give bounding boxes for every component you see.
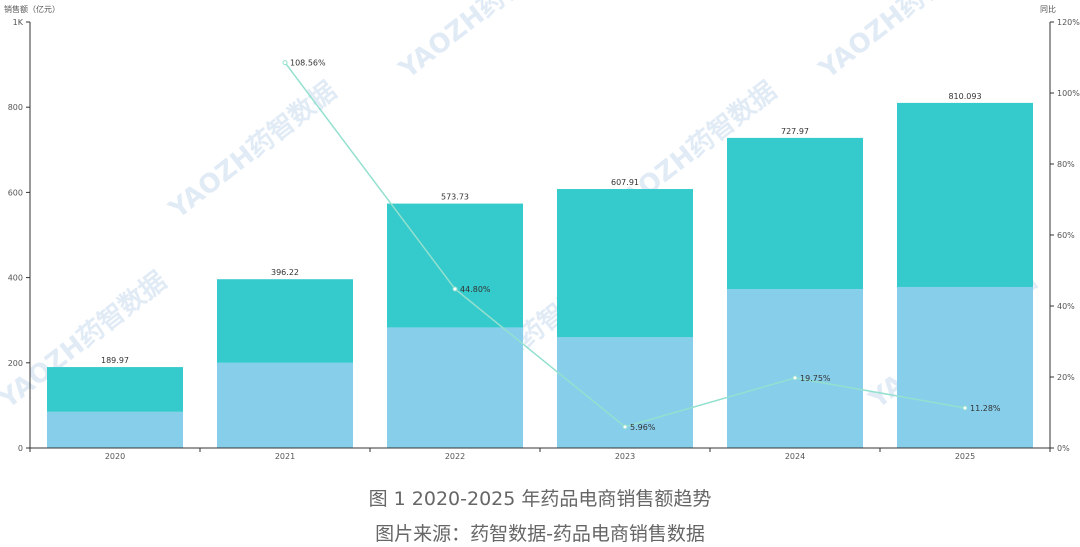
bar-segment	[557, 337, 693, 448]
y-tick-label-right: 20%	[1057, 373, 1075, 382]
yoy-point	[452, 286, 458, 292]
bar-segment	[387, 327, 523, 448]
y-tick-label-right: 40%	[1057, 302, 1075, 311]
bar-segment	[557, 189, 693, 338]
bar-segment	[47, 367, 183, 412]
y-tick-label-left: 600	[8, 188, 23, 197]
figure-source: 图片来源：药智数据-药品电商销售数据	[375, 523, 705, 545]
y-tick-label-left: 800	[8, 103, 23, 112]
x-tick-label: 2021	[275, 452, 295, 461]
bar-total-label: 727.97	[781, 127, 809, 136]
figure-caption: 图 1 2020-2025 年药品电商销售额趋势	[368, 488, 712, 510]
yoy-point	[622, 424, 628, 430]
bar-segment	[47, 411, 183, 448]
x-tick-label: 2020	[105, 452, 125, 461]
y-tick-label-right: 60%	[1057, 231, 1075, 240]
y-tick-label-right: 80%	[1057, 160, 1075, 169]
yoy-label: 44.80%	[460, 285, 491, 294]
bar-line-chart: 189.97 396.22 573.73 607.91 727.97 810.093 10…	[4, 4, 1080, 461]
yoy-point	[962, 405, 968, 411]
x-tick-label: 2024	[785, 452, 805, 461]
yoy-point	[282, 60, 288, 66]
bar-segment	[727, 289, 863, 448]
y-tick-label-right: 0%	[1057, 444, 1070, 453]
bar-segment	[387, 203, 523, 328]
bar-total-label: 810.093	[948, 92, 981, 101]
bar-total-label: 573.73	[441, 193, 469, 202]
yoy-label: 108.56%	[290, 59, 326, 68]
y-tick-label-right: 100%	[1057, 89, 1080, 98]
x-tick-label: 2025	[955, 452, 975, 461]
bars-group: 189.97 396.22 573.73 607.91 727.97 810.093	[47, 92, 1033, 448]
bar-segment	[217, 279, 353, 363]
bar-segment	[727, 137, 863, 290]
bar-total-label: 607.91	[611, 178, 639, 187]
bar-segment	[897, 286, 1033, 448]
yoy-label: 11.28%	[970, 404, 1001, 413]
y-tick-label-right: 120%	[1057, 18, 1080, 27]
bar-segment	[897, 102, 1033, 287]
yoy-label: 19.75%	[800, 374, 831, 383]
x-tick-label: 2023	[615, 452, 635, 461]
bar-total-label: 189.97	[101, 356, 129, 365]
y-tick-label-left: 200	[8, 359, 23, 368]
y-tick-label-left: 1K	[13, 18, 24, 27]
y-axis-title-right: 同比	[1040, 4, 1056, 14]
yoy-point	[792, 375, 798, 381]
bar-total-label: 396.22	[271, 268, 299, 277]
y-tick-label-left: 0	[18, 444, 23, 453]
x-tick-label: 2022	[445, 452, 465, 461]
line-group: 108.56% 44.80% 5.96% 19.75% 11.28%	[282, 59, 1001, 432]
yoy-label: 5.96%	[630, 423, 656, 432]
y-tick-label-left: 400	[8, 274, 23, 283]
axes-group: 销售额（亿元） 同比 0 200 400 600 800 1K 0% 20% 40% 60% 80%…	[4, 4, 1080, 461]
bar-segment	[217, 362, 353, 448]
y-axis-title-left: 销售额（亿元）	[4, 4, 60, 14]
